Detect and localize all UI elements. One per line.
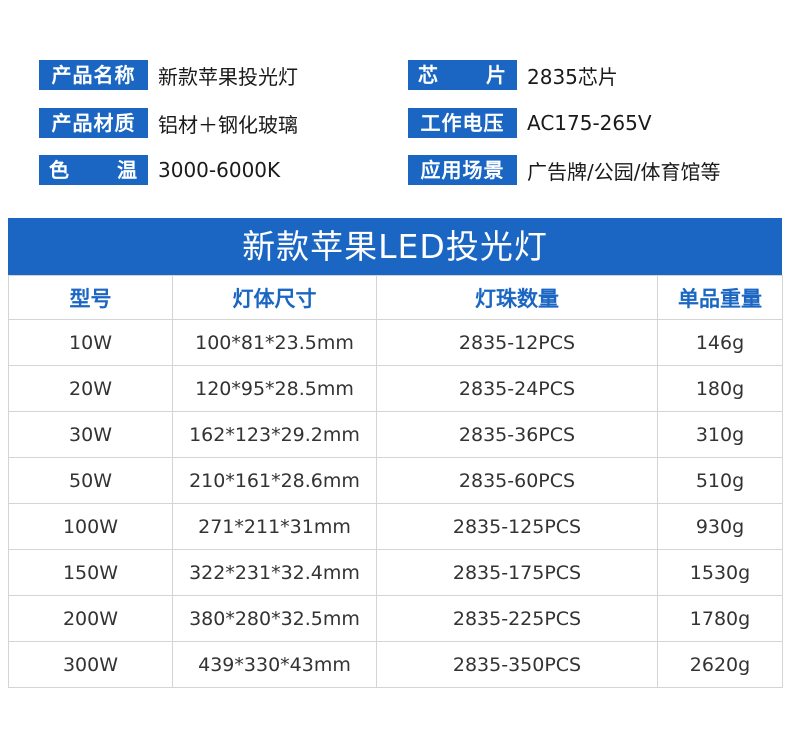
cell-weight: 510g (657, 457, 783, 504)
cell-model: 20W (8, 365, 173, 412)
product-table: 型号 灯体尺寸 灯珠数量 单品重量 10W 100*81*23.5mm 2835… (8, 275, 783, 688)
cell-size: 439*330*43mm (172, 641, 377, 688)
spec-row-voltage: 工作电压 AC175-265V (408, 108, 652, 138)
cell-weight: 310g (657, 411, 783, 458)
table-row: 10W 100*81*23.5mm 2835-12PCS 146g (8, 319, 783, 366)
table-title: 新款苹果LED投光灯 (8, 218, 782, 275)
cell-size: 162*123*29.2mm (172, 411, 377, 458)
cell-size: 322*231*32.4mm (172, 549, 377, 596)
table-row: 200W 380*280*32.5mm 2835-225PCS 1780g (8, 595, 783, 642)
cell-model: 30W (8, 411, 173, 458)
cell-weight: 930g (657, 503, 783, 550)
product-name-label: 产品名称 (39, 60, 148, 90)
cell-led-count: 2835-125PCS (376, 503, 658, 550)
cell-size: 271*211*31mm (172, 503, 377, 550)
cell-led-count: 2835-36PCS (376, 411, 658, 458)
material-label: 产品材质 (39, 108, 148, 138)
spec-row-material: 产品材质 铝材＋钢化玻璃 (39, 108, 298, 138)
cell-weight: 146g (657, 319, 783, 366)
spec-row-chip: 芯片 2835芯片 (408, 60, 618, 90)
table-row: 100W 271*211*31mm 2835-125PCS 930g (8, 503, 783, 550)
cell-led-count: 2835-350PCS (376, 641, 658, 688)
cell-model: 50W (8, 457, 173, 504)
spec-row-color-temp: 色温 3000-6000K (39, 155, 280, 185)
product-table-section: 新款苹果LED投光灯 型号 灯体尺寸 灯珠数量 单品重量 10W 100*81*… (8, 218, 783, 688)
spec-row-product-name: 产品名称 新款苹果投光灯 (39, 60, 298, 90)
table-row: 150W 322*231*32.4mm 2835-175PCS 1530g (8, 549, 783, 596)
material-value: 铝材＋钢化玻璃 (158, 112, 298, 137)
cell-model: 200W (8, 595, 173, 642)
cell-weight: 2620g (657, 641, 783, 688)
cell-model: 150W (8, 549, 173, 596)
voltage-label: 工作电压 (408, 108, 517, 138)
cell-led-count: 2835-60PCS (376, 457, 658, 504)
cell-led-count: 2835-225PCS (376, 595, 658, 642)
header-size: 灯体尺寸 (172, 275, 377, 320)
cell-led-count: 2835-12PCS (376, 319, 658, 366)
cell-size: 380*280*32.5mm (172, 595, 377, 642)
table-header-row: 型号 灯体尺寸 灯珠数量 单品重量 (8, 275, 783, 320)
color-temp-value: 3000-6000K (158, 158, 281, 182)
product-name-value: 新款苹果投光灯 (158, 64, 298, 89)
cell-size: 120*95*28.5mm (172, 365, 377, 412)
cell-weight: 1530g (657, 549, 783, 596)
cell-model: 100W (8, 503, 173, 550)
application-label: 应用场景 (408, 155, 517, 185)
table-row: 30W 162*123*29.2mm 2835-36PCS 310g (8, 411, 783, 458)
table-row: 50W 210*161*28.6mm 2835-60PCS 510g (8, 457, 783, 504)
header-weight: 单品重量 (657, 275, 783, 320)
header-model: 型号 (8, 275, 173, 320)
cell-weight: 1780g (657, 595, 783, 642)
chip-value: 2835芯片 (527, 64, 618, 89)
chip-label: 芯片 (408, 60, 517, 90)
table-row: 300W 439*330*43mm 2835-350PCS 2620g (8, 641, 783, 688)
color-temp-label: 色温 (39, 155, 148, 185)
cell-weight: 180g (657, 365, 783, 412)
application-value: 广告牌/公园/体育馆等 (527, 159, 721, 184)
cell-size: 210*161*28.6mm (172, 457, 377, 504)
cell-model: 300W (8, 641, 173, 688)
cell-model: 10W (8, 319, 173, 366)
cell-led-count: 2835-24PCS (376, 365, 658, 412)
cell-size: 100*81*23.5mm (172, 319, 377, 366)
spec-row-application: 应用场景 广告牌/公园/体育馆等 (408, 155, 720, 185)
cell-led-count: 2835-175PCS (376, 549, 658, 596)
table-row: 20W 120*95*28.5mm 2835-24PCS 180g (8, 365, 783, 412)
voltage-value: AC175-265V (527, 111, 652, 135)
header-led-count: 灯珠数量 (376, 275, 658, 320)
